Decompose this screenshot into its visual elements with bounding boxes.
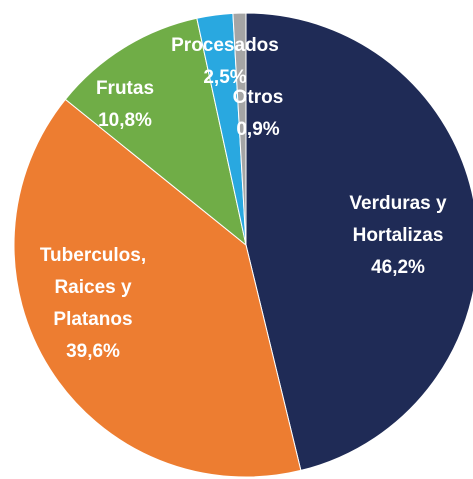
category-name: Procesados (171, 35, 279, 56)
value-label: 39,6% (66, 341, 120, 362)
pie-slice (64, 17, 247, 247)
slice-label: Verduras y Hortalizas 46,2% (323, 188, 473, 284)
category-name: Verduras y Hortalizas (349, 193, 447, 246)
slice-label: Frutas 10,8% (75, 73, 175, 137)
pie-slice (13, 98, 302, 478)
pie-slice (245, 12, 473, 472)
value-label: 2,5% (203, 67, 247, 88)
category-name: Otros (232, 87, 284, 108)
slice-label: Procesados 2,5% (155, 30, 295, 94)
category-name: Tuberculos, Raices y Platanos (39, 245, 147, 330)
pie-slice (232, 12, 247, 246)
value-label: 10,8% (98, 110, 152, 131)
slice-label: Otros 0,9% (218, 82, 298, 146)
value-label: 46,2% (371, 257, 425, 278)
value-label: 0,9% (236, 119, 280, 140)
slice-label: Tuberculos, Raices y Platanos 39,6% (16, 240, 171, 368)
category-name: Frutas (95, 78, 155, 99)
